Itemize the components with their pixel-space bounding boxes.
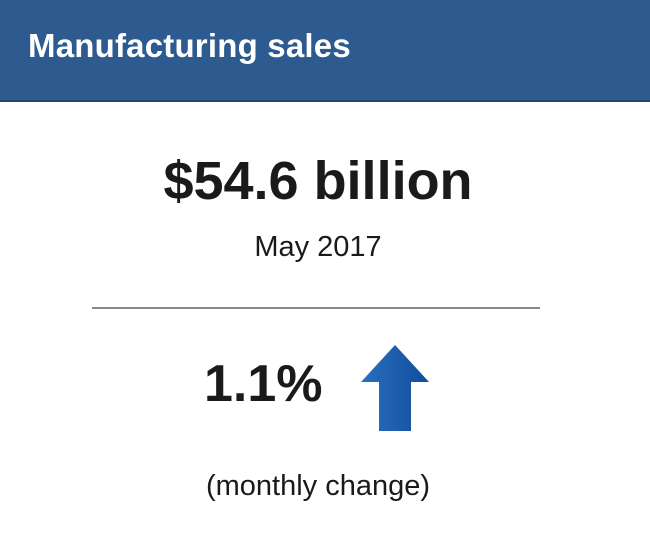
title: Manufacturing sales <box>28 27 351 64</box>
headline-value: $54.6 billion <box>163 151 473 211</box>
divider <box>92 307 540 309</box>
change-value: 1.1% <box>204 355 323 413</box>
change-note: (monthly change) <box>205 470 431 502</box>
header-bar: Manufacturing sales <box>0 0 650 102</box>
period: May 2017 <box>254 231 382 263</box>
up-arrow-icon <box>361 345 429 431</box>
arrow-shape <box>361 345 429 431</box>
